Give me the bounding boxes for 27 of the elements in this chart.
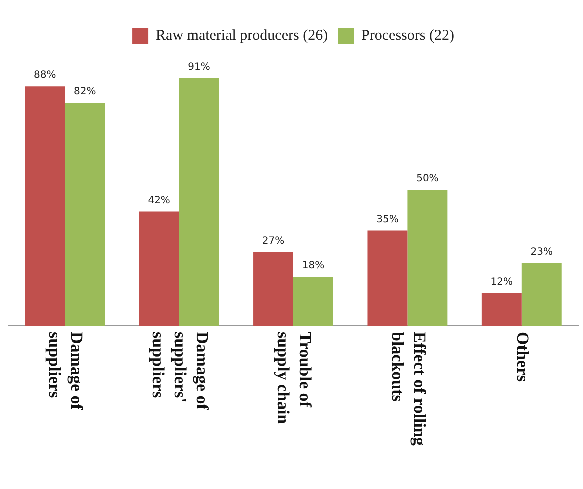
bar [254,252,294,326]
data-label: 23% [530,247,553,258]
bar [408,190,448,326]
data-label: 27% [262,236,285,248]
bar [482,293,522,326]
data-label: 88% [34,70,56,82]
legend-label: Processors (22) [362,28,454,44]
bar [294,277,334,326]
legend-label: Raw material producers (26) [156,28,328,44]
data-label: 35% [376,214,399,226]
bar [139,212,180,326]
data-label: 91% [188,62,210,74]
x-tick-label: Damage of suppliers' suppliers [148,332,212,410]
bar [522,263,562,326]
data-label: 82% [74,86,96,98]
x-tick-label: Others [514,332,533,382]
bar [25,86,66,326]
data-label: 18% [302,260,325,272]
bar [368,230,408,326]
data-label: 50% [416,174,439,185]
bar [65,102,106,326]
x-tick-label: Damage of suppliers [46,332,87,410]
data-label: 42% [148,195,170,206]
x-tick-label: Effect of rolling blackouts [388,332,430,446]
bar [179,78,220,326]
data-label: 12% [490,276,514,288]
x-tick-label: Trouble of supply chain [274,332,316,425]
